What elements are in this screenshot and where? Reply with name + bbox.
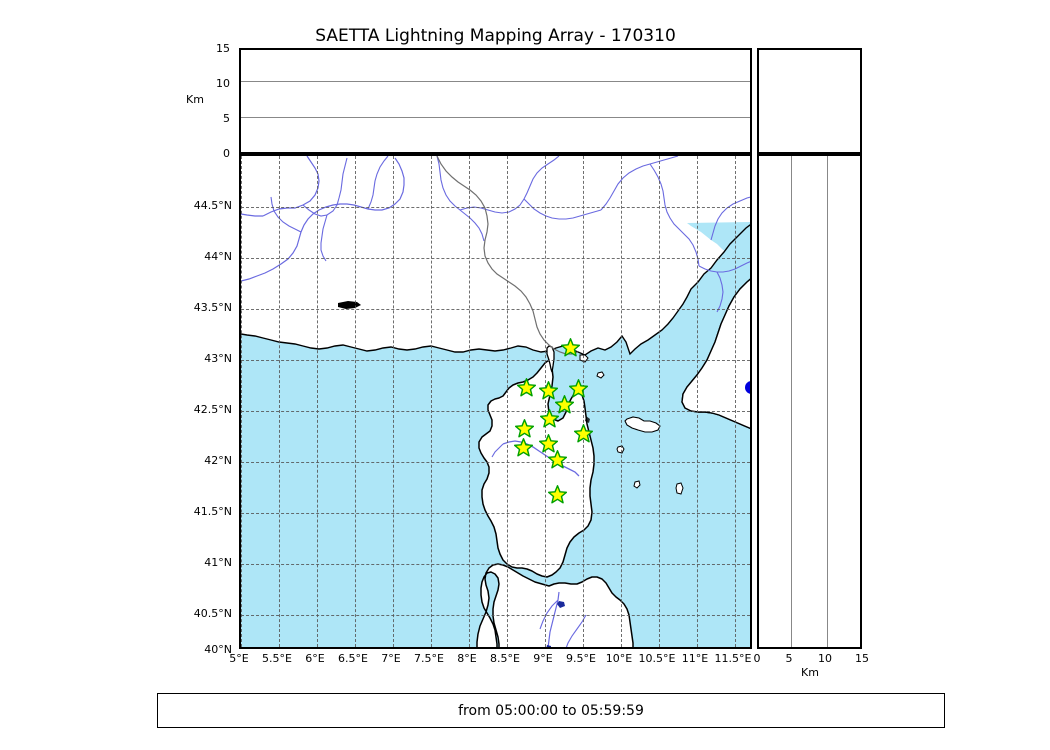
right-panel-x-axis-label: Km — [801, 666, 819, 679]
map-ytick-41: 41°N — [204, 556, 232, 569]
map-gridline-lon-5.5 — [279, 156, 280, 647]
map-ytick-42: 42°N — [204, 454, 232, 467]
empty-corner-panel — [757, 48, 862, 154]
top-ytick-0: 0 — [223, 147, 230, 160]
map-xtick-6: 6°E — [305, 652, 325, 665]
map-xtick-7.5: 7.5°E — [414, 652, 444, 665]
map-gridline-lat-44.5 — [241, 206, 750, 208]
station-marker — [514, 438, 534, 457]
map-xtick-8: 8°E — [457, 652, 477, 665]
map-xtick-11.5: 11.5°E — [714, 652, 752, 665]
map-xtick-5: 5°E — [229, 652, 249, 665]
map-xtick-9: 9°E — [533, 652, 553, 665]
station-marker — [560, 338, 580, 357]
map-ytick-41.5: 41.5°N — [193, 505, 232, 518]
right-xtick-5: 5 — [785, 652, 793, 665]
map-gridline-lon-8 — [469, 156, 470, 647]
map-ytick-42.5: 42.5°N — [193, 403, 232, 416]
map-gridline-lat-43 — [241, 360, 750, 361]
map-xtick-11: 11°E — [681, 652, 709, 665]
station-marker — [514, 419, 535, 438]
map-xtick-9.5: 9.5°E — [566, 652, 596, 665]
station-marker — [516, 378, 536, 397]
station-marker — [547, 485, 567, 504]
map-gridline-lon-7.5 — [431, 156, 432, 647]
time-range-text: from 05:00:00 to 05:59:59 — [458, 702, 644, 719]
right-xtick-15: 15 — [855, 652, 869, 665]
map-gridline-lon-11 — [697, 156, 698, 647]
gridline-alt-5 — [241, 116, 750, 118]
station-marker — [554, 394, 574, 414]
map-xtick-5.5: 5.5°E — [262, 652, 292, 665]
map-gridline-lat-41.5 — [241, 513, 750, 515]
map-gridline-lon-10.5 — [659, 156, 660, 647]
map-gridline-lon-5 — [241, 156, 242, 647]
station-marker — [548, 449, 568, 469]
map-gridline-lat-43.5 — [241, 308, 750, 310]
map-gridline-lon-9 — [545, 156, 546, 647]
map-xtick-10.5: 10.5°E — [638, 652, 676, 665]
map-xtick-8.5: 8.5°E — [490, 652, 520, 665]
station-marker — [538, 434, 558, 453]
latitude-longitude-map-panel[interactable] — [239, 154, 752, 649]
top-panel-y-axis-label: Km — [186, 93, 204, 106]
top-ytick-10: 10 — [216, 77, 230, 90]
gridline-km-10 — [826, 156, 828, 647]
top-ytick-15: 15 — [216, 42, 230, 55]
map-gridline-lat-42 — [241, 462, 750, 464]
altitude-vs-longitude-panel[interactable] — [239, 48, 752, 154]
station-marker — [538, 381, 558, 400]
station-marker — [568, 379, 589, 398]
station-marker — [539, 408, 560, 428]
map-ytick-40.5: 40.5°N — [193, 607, 232, 620]
source-marker — [745, 381, 750, 395]
station-marker — [573, 424, 593, 443]
page-title: SAETTA Lightning Mapping Array - 170310 — [315, 26, 676, 46]
map-ytick-44: 44°N — [204, 250, 232, 263]
map-gridline-lon-8.5 — [507, 156, 508, 647]
map-xtick-10: 10°E — [605, 652, 633, 665]
map-gridline-lon-6 — [317, 156, 318, 647]
map-gridline-lon-6.5 — [355, 156, 356, 647]
gridline-alt-10 — [241, 81, 750, 83]
map-ytick-40: 40°N — [204, 643, 232, 656]
map-ytick-43: 43°N — [204, 352, 232, 365]
map-gridline-lon-10 — [621, 156, 622, 647]
map-gridline-lat-44 — [241, 257, 750, 259]
map-xtick-7: 7°E — [381, 652, 401, 665]
gridline-km-5 — [791, 156, 793, 647]
time-range-status-bar: from 05:00:00 to 05:59:59 — [157, 693, 945, 728]
map-ytick-43.5: 43.5°N — [193, 301, 232, 314]
map-gridline-lat-42.5 — [241, 411, 750, 412]
map-gridline-lon-11.5 — [735, 156, 736, 647]
right-xtick-10: 10 — [818, 652, 832, 665]
map-ytick-44.5: 44.5°N — [193, 199, 232, 212]
map-gridline-lat-41 — [241, 564, 750, 566]
map-xtick-6.5: 6.5°E — [338, 652, 368, 665]
map-gridline-lon-9.5 — [583, 156, 584, 647]
map-gridline-lat-40.5 — [241, 615, 750, 617]
right-xtick-0: 0 — [753, 652, 761, 665]
top-ytick-5: 5 — [223, 112, 230, 125]
latitude-vs-altitude-panel[interactable] — [757, 154, 862, 649]
map-gridline-lon-7 — [393, 156, 394, 647]
